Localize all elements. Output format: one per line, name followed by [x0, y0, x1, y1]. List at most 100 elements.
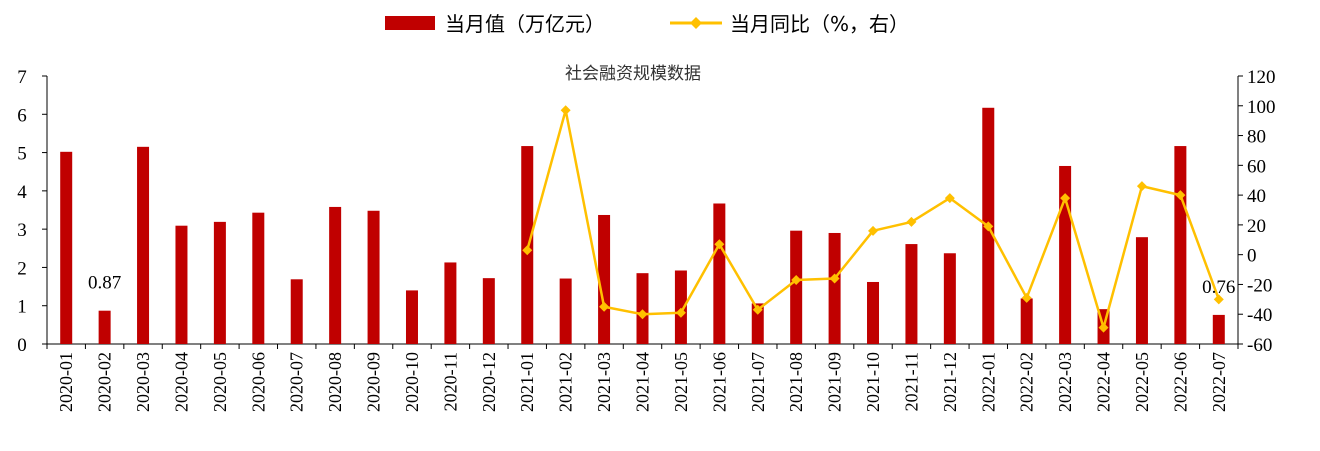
line-point [599, 301, 610, 312]
y-left-tick-label: 1 [17, 297, 27, 318]
chart-title: 社会融资规模数据 [565, 64, 701, 84]
line-point [1060, 193, 1071, 204]
axes: 0 1 2 3 4 5 6 7 -60 -40 -20 0 20 40 60 80 100 120 2020-01 2… [17, 67, 1275, 412]
line-point [675, 307, 686, 318]
bar [213, 221, 226, 344]
x-tick-label: 2021-08 [786, 352, 806, 412]
bar [713, 203, 726, 344]
line-point [560, 105, 571, 116]
bar [444, 262, 457, 344]
y-right-tick-label: 100 [1247, 97, 1276, 118]
y-right-tick-label: 0 [1247, 246, 1257, 267]
y-right-tick-label: 120 [1247, 67, 1276, 88]
bar [636, 273, 649, 344]
line-point [906, 216, 917, 227]
bar [598, 214, 611, 344]
line-point [829, 273, 840, 284]
x-tick-label: 2020-03 [133, 352, 153, 412]
bar [521, 146, 534, 344]
y-right-tick-label: 20 [1247, 216, 1266, 237]
bar [1212, 314, 1225, 344]
y-left-tick-label: 2 [17, 258, 27, 279]
bar [751, 303, 764, 344]
line-point [714, 239, 725, 250]
bar-series [60, 107, 1225, 344]
y-right-tick-label: 60 [1247, 156, 1266, 177]
x-tick-label: 2021-04 [633, 352, 653, 412]
line-point [1136, 181, 1147, 192]
y-left-tick-label: 4 [17, 182, 27, 203]
bar [1135, 237, 1148, 344]
legend-bar-swatch [385, 16, 435, 30]
x-tick-label: 2020-08 [325, 352, 345, 412]
x-tick-label: 2021-07 [748, 352, 768, 412]
legend-line-label: 当月同比（%，右） [730, 12, 909, 36]
x-tick-label: 2020-05 [210, 352, 230, 412]
bar [1174, 146, 1187, 344]
line-point [1175, 190, 1186, 201]
line-point [791, 274, 802, 285]
x-tick-label: 2021-12 [940, 352, 960, 412]
bar [1020, 298, 1033, 344]
x-tick-label: 2021-05 [671, 352, 691, 412]
bar [290, 279, 303, 344]
bar [137, 146, 150, 344]
y-left-tick-label: 0 [17, 335, 27, 356]
line-series [522, 105, 1224, 333]
bar [828, 232, 841, 344]
data-labels: 0.87 0.76 [88, 273, 1235, 298]
y-right-tick-label: 80 [1247, 127, 1266, 148]
x-tick-label: 2022-03 [1055, 352, 1075, 412]
x-tick-label: 2020-02 [95, 352, 115, 412]
x-tick-label: 2021-06 [709, 352, 729, 412]
y-left-tick-label: 7 [17, 67, 27, 88]
x-tick-label: 2020-07 [287, 352, 307, 412]
y-left-tick-label: 3 [17, 220, 27, 241]
bar [329, 206, 342, 344]
x-tick-label: 2022-07 [1209, 352, 1229, 412]
x-tick-label: 2021-11 [901, 352, 921, 411]
x-tick-label: 2021-09 [825, 352, 845, 412]
y-right-tick-label: -60 [1247, 335, 1272, 356]
bar [98, 310, 111, 344]
line-point [1098, 322, 1109, 333]
bar [867, 281, 880, 344]
x-tick-label: 2021-01 [517, 352, 537, 412]
x-tick-label: 2021-10 [863, 352, 883, 412]
line-point [868, 225, 879, 236]
y-right-tick-label: -20 [1247, 275, 1272, 296]
line-point [944, 193, 955, 204]
x-tick-label: 2022-04 [1094, 352, 1114, 412]
x-tick-label: 2020-10 [402, 352, 422, 412]
bar [905, 244, 918, 344]
x-tick-label: 2022-05 [1132, 352, 1152, 412]
bar [60, 151, 73, 344]
bar [175, 225, 188, 344]
x-tick-label: 2022-06 [1170, 352, 1190, 412]
x-tick-label: 2020-11 [440, 352, 460, 411]
bar [482, 278, 495, 344]
line-point [522, 245, 533, 256]
data-label: 0.87 [88, 273, 121, 294]
bar [1059, 165, 1072, 344]
line-point [1213, 294, 1224, 305]
x-tick-label: 2022-02 [1017, 352, 1037, 412]
legend-line-marker [690, 17, 702, 29]
x-tick-label: 2021-03 [594, 352, 614, 412]
x-tick-label: 2020-01 [56, 352, 76, 412]
bar [252, 212, 265, 344]
bar [674, 270, 687, 344]
y-right-tick-label: -40 [1247, 305, 1272, 326]
line-point [752, 304, 763, 315]
y-left-tick-label: 5 [17, 144, 27, 165]
x-tick-label: 2022-01 [978, 352, 998, 412]
x-tick-label: 2020-04 [171, 352, 191, 412]
legend: 当月值（万亿元） 当月同比（%，右） [385, 12, 909, 36]
y-right-tick-label: 40 [1247, 186, 1266, 207]
legend-bar-label: 当月值（万亿元） [445, 12, 605, 36]
bar [559, 278, 572, 344]
bar [405, 290, 418, 344]
y-left-tick-label: 6 [17, 105, 27, 126]
x-tick-label: 2021-02 [556, 352, 576, 412]
line-point [637, 309, 648, 320]
